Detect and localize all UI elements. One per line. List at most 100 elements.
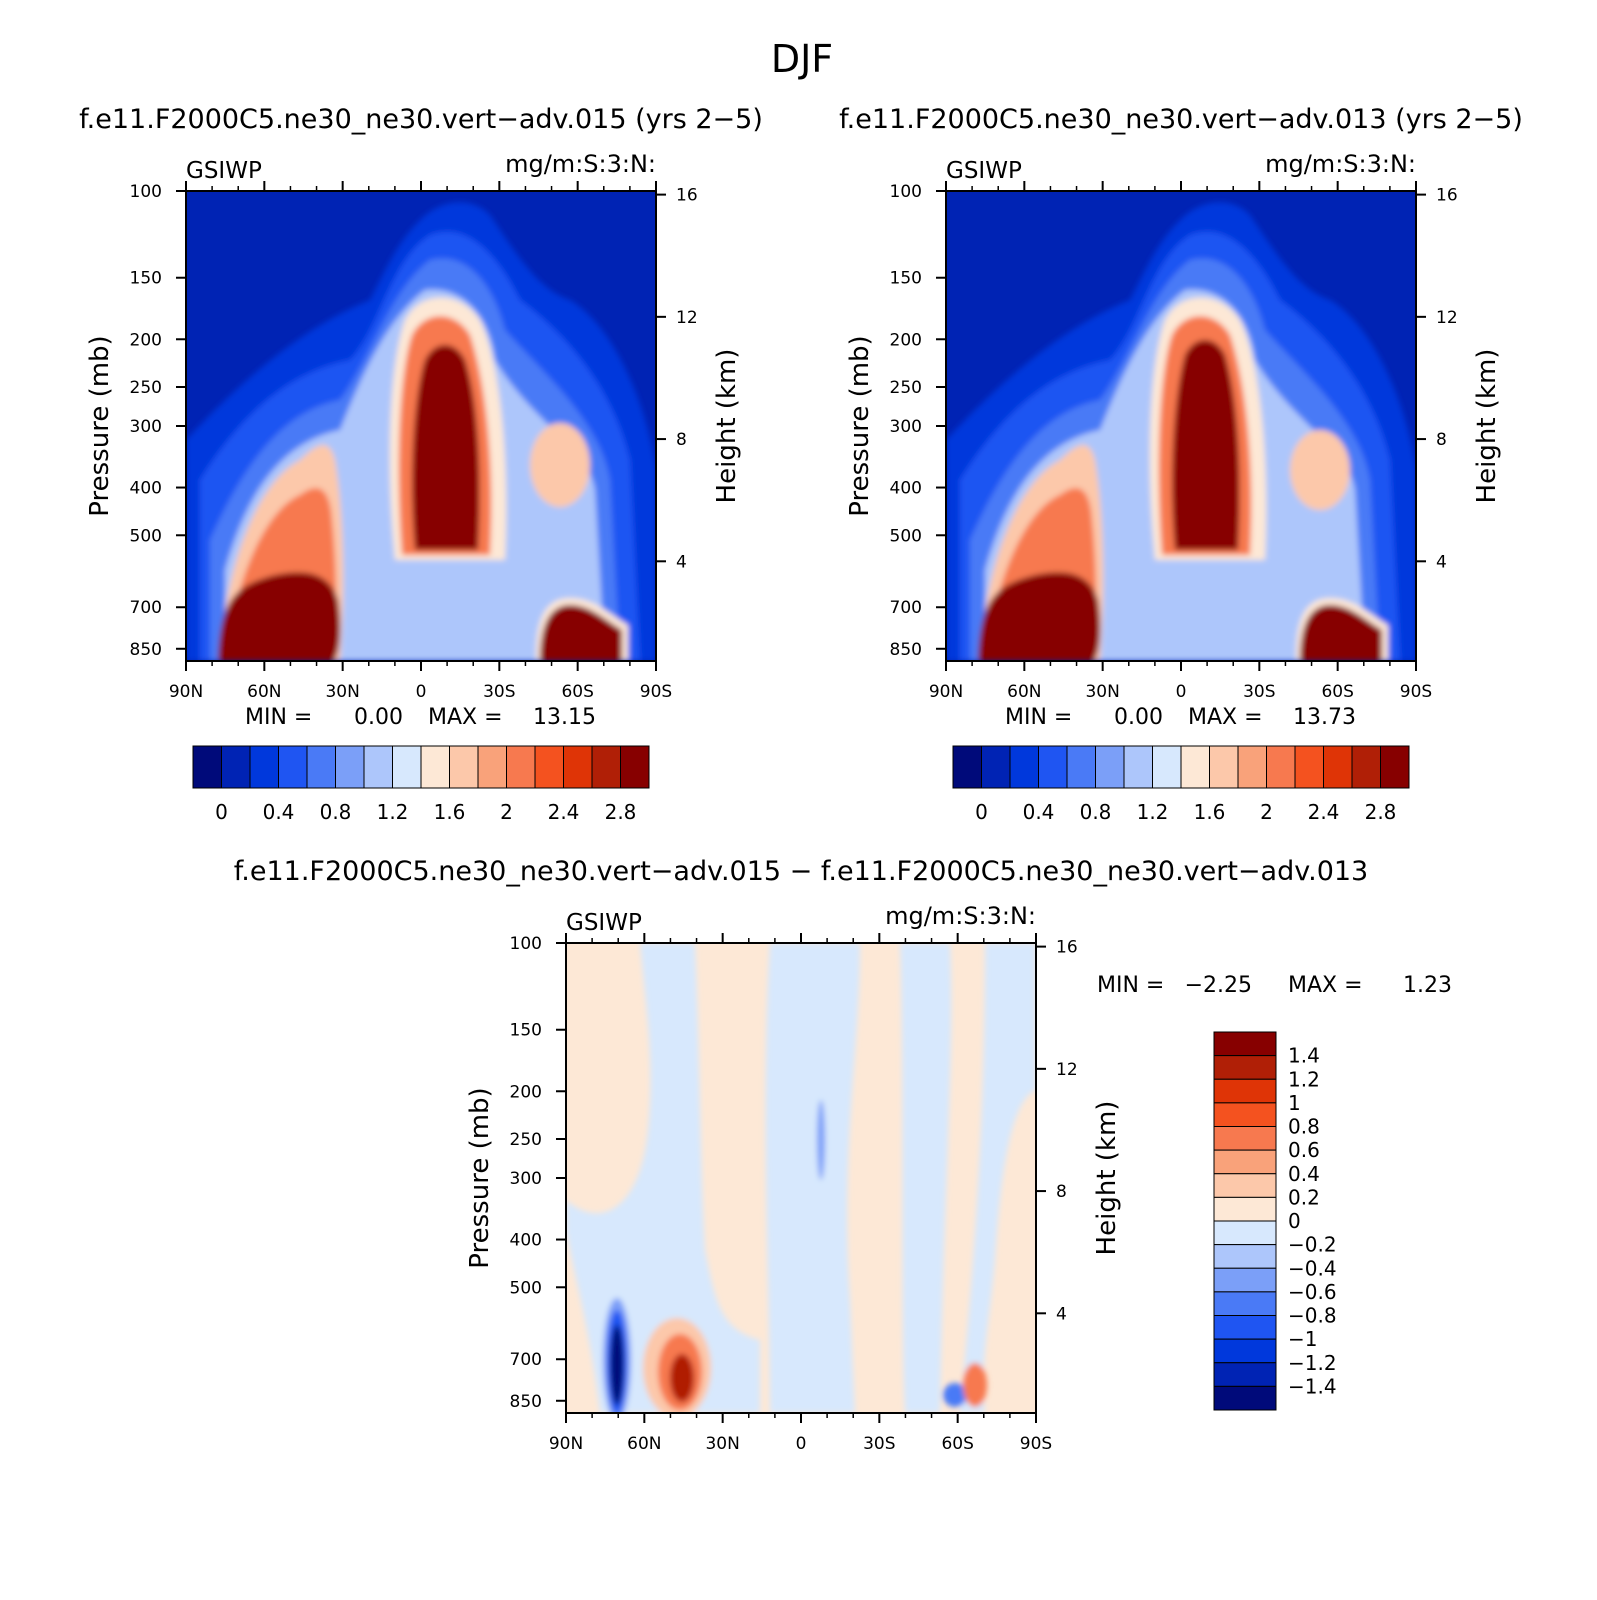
panel-2-negative-band-tropics (765, 943, 860, 1413)
colorbar-swatch (1237, 745, 1267, 789)
colorbar-swatch (534, 745, 564, 789)
y2-tick-label: 8 (1436, 430, 1447, 450)
x-tick-label: 90S (1400, 682, 1432, 702)
x-tick-label: 30S (1243, 682, 1275, 702)
figure-title: DJF (771, 37, 833, 81)
colorbar-swatch (981, 745, 1011, 789)
panel-1-axes: 90N 60N 30N 0 30S 60S 90S 100 150 200 250 300 400 500… (890, 181, 1458, 702)
colorbar-label: 0.8 (1080, 800, 1112, 824)
panel-0-y2label: Height (km) (712, 349, 742, 504)
panel-2-min-text: MIN = (1097, 973, 1164, 998)
x-tick-label: 90N (169, 682, 203, 702)
panel-2-negative-band-south-edge (960, 943, 1036, 1413)
colorbar-label: 2.4 (548, 800, 580, 824)
colorbar-swatch (449, 745, 479, 789)
y-tick-label: 150 (510, 1021, 542, 1041)
panel-0-south-secondary (530, 423, 590, 507)
y-tick-label: 700 (130, 598, 162, 618)
colorbar-swatch (1213, 1362, 1277, 1387)
x-tick-label: 60S (1321, 682, 1353, 702)
colorbar-swatch (1380, 745, 1410, 789)
panel-2-right-label: mg/m:S:3:N: (885, 902, 1036, 930)
colorbar-swatch (1213, 1291, 1277, 1316)
y-tick-label: 250 (890, 378, 922, 398)
colorbar-swatch (506, 745, 536, 789)
colorbar-swatch (1323, 745, 1353, 789)
panel-0-left-label: GSIWP (186, 158, 262, 184)
panel-1-right-label: mg/m:S:3:N: (1265, 150, 1416, 178)
y2-tick-label: 12 (1436, 308, 1458, 328)
colorbar-swatch (1213, 1078, 1277, 1104)
panel-0-min-text: MIN = (245, 705, 312, 730)
y-tick-label: 700 (510, 1350, 542, 1370)
y-tick-label: 850 (890, 640, 922, 660)
colorbar-swatch (1213, 1315, 1277, 1340)
colorbar-swatch (1213, 1196, 1277, 1222)
panel-2-min-value: −2.25 (1185, 973, 1252, 998)
x-tick-label: 30S (863, 1434, 895, 1454)
y2-tick-label: 16 (1436, 186, 1458, 206)
colorbar-label: 0.4 (1288, 1162, 1320, 1186)
panel-1-min-value: 0.00 (1114, 705, 1163, 730)
colorbar-swatch (1123, 745, 1153, 789)
colorbar-label: −0.2 (1288, 1233, 1337, 1257)
panel-0-north-plume-core (218, 572, 341, 661)
colorbar-swatch (1066, 745, 1096, 789)
colorbar-label: 2.4 (1308, 800, 1340, 824)
colorbar-swatch (1351, 745, 1381, 789)
y-tick-label: 150 (130, 269, 162, 289)
colorbar-label: 2 (500, 800, 513, 824)
y-tick-label: 400 (510, 1231, 542, 1251)
colorbar-swatch (392, 745, 422, 789)
colorbar-swatch (1213, 1338, 1277, 1364)
y2-tick-label: 4 (1056, 1304, 1067, 1324)
colorbar-label: −0.4 (1288, 1256, 1337, 1280)
x-tick-label: 30N (325, 682, 359, 702)
panel-2: f.e11.F2000C5.ne30_ne30.vert−adv.015 − f… (234, 856, 1452, 1454)
y-tick-label: 850 (130, 640, 162, 660)
colorbar-swatch (221, 745, 251, 789)
panel-0-min-value: 0.00 (354, 705, 403, 730)
panel-1-north-plume-core (978, 572, 1101, 661)
panel-2-ylabel: Pressure (mb) (465, 1087, 495, 1268)
colorbar-label: −1.2 (1288, 1351, 1337, 1375)
colorbar-swatch (192, 745, 222, 789)
y-tick-label: 500 (890, 526, 922, 546)
panel-0-colorbar: 0 0.4 0.8 1.2 1.6 2 2.4 2.8 (192, 745, 650, 824)
panel-1-max-text: MAX = (1188, 705, 1263, 730)
panel-0-right-label: mg/m:S:3:N: (505, 150, 656, 178)
panel-1-title: f.e11.F2000C5.ne30_ne30.vert−adv.013 (yr… (839, 104, 1523, 135)
x-tick-label: 60S (941, 1434, 973, 1454)
x-tick-label: 0 (416, 682, 427, 702)
colorbar-swatch (1213, 1102, 1277, 1127)
x-tick-label: 90S (1020, 1434, 1052, 1454)
y-tick-label: 300 (890, 417, 922, 437)
colorbar-label: 2 (1260, 800, 1273, 824)
y-tick-label: 400 (890, 479, 922, 499)
panel-2-negative-band-north (566, 943, 760, 1413)
colorbar-swatch (420, 745, 450, 789)
colorbar-swatch (1009, 745, 1039, 789)
y-tick-label: 200 (890, 330, 922, 350)
x-tick-label: 0 (796, 1434, 807, 1454)
colorbar-swatch (477, 745, 507, 789)
panel-1-min-text: MIN = (1005, 705, 1072, 730)
colorbar-label: 1.6 (1194, 800, 1226, 824)
y-tick-label: 500 (510, 1278, 542, 1298)
colorbar-label: 0.8 (320, 800, 352, 824)
panel-2-contours (566, 943, 1036, 1413)
colorbar-label: 0.2 (1288, 1185, 1320, 1209)
y-tick-label: 700 (890, 598, 922, 618)
panel-2-negative-band-south (900, 943, 952, 1413)
x-tick-label: 90N (929, 682, 963, 702)
panel-2-south-positive (963, 1363, 987, 1407)
colorbar-swatch (1213, 1126, 1277, 1151)
y-tick-label: 400 (130, 479, 162, 499)
panel-1-south-secondary (1290, 430, 1350, 510)
panel-1: f.e11.F2000C5.ne30_ne30.vert−adv.013 (yr… (839, 104, 1523, 824)
panel-0-max-value: 13.15 (533, 705, 596, 730)
x-tick-label: 30N (1085, 682, 1119, 702)
panel-0-axes: 90N 60N 30N 0 30S 60S 90S 100 150 200 250 300 400 500… (130, 181, 698, 702)
colorbar-swatch (1213, 1267, 1277, 1293)
